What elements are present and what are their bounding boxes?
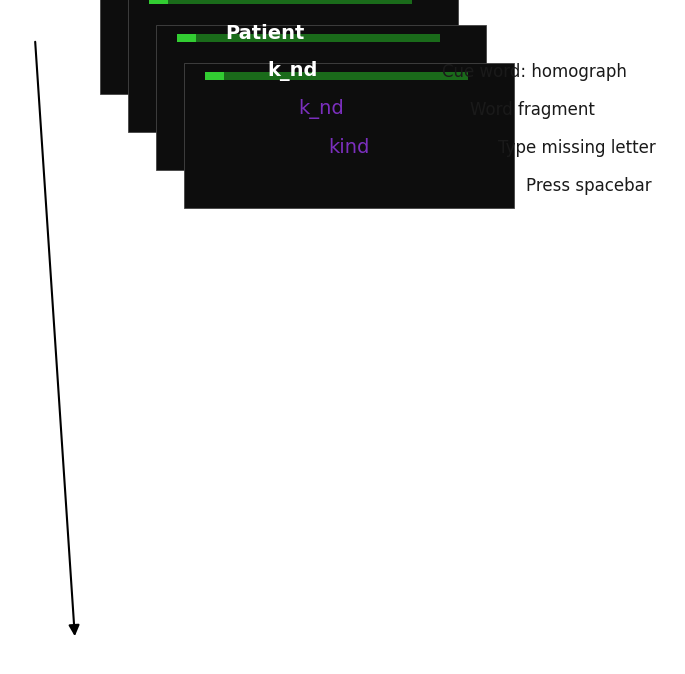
- Text: k_nd: k_nd: [298, 99, 344, 119]
- Text: Type missing letter: Type missing letter: [498, 140, 656, 157]
- Bar: [149, 0, 168, 5]
- Text: Word fragment: Word fragment: [470, 101, 595, 119]
- Text: Patient: Patient: [225, 24, 305, 42]
- Text: Cue word: homograph: Cue word: homograph: [442, 63, 627, 82]
- Bar: [206, 72, 468, 80]
- Bar: [206, 72, 224, 80]
- Bar: [149, 0, 412, 5]
- Bar: [177, 34, 440, 42]
- Bar: [128, 0, 458, 132]
- Text: kind: kind: [328, 137, 370, 156]
- Bar: [156, 25, 486, 170]
- Text: k_nd: k_nd: [268, 61, 319, 81]
- Bar: [184, 63, 514, 208]
- Text: Press spacebar: Press spacebar: [526, 177, 651, 195]
- Bar: [177, 34, 196, 42]
- Bar: [100, 0, 430, 94]
